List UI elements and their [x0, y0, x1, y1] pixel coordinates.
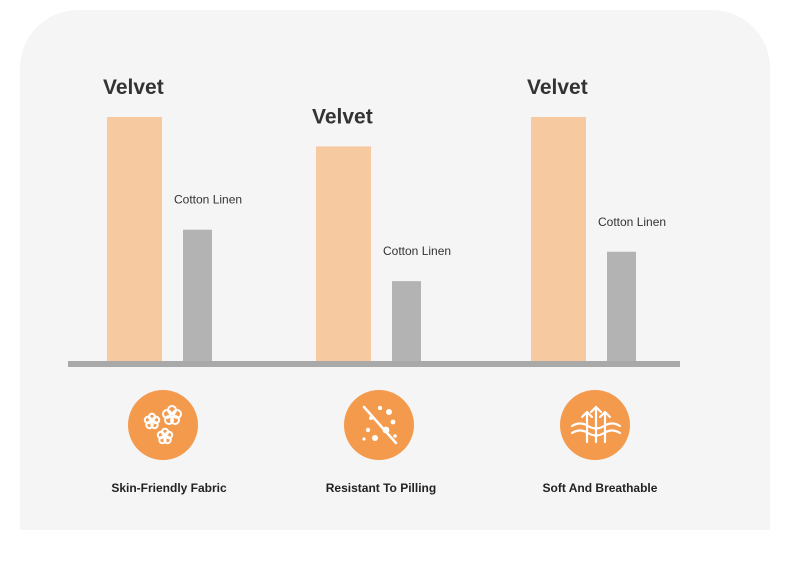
breathable-arrows-icon: [560, 390, 630, 460]
bar-cotton-linen-3: [607, 251, 636, 362]
data-label-velvet-1: Velvet: [103, 76, 164, 99]
bar-velvet-1: [107, 117, 162, 362]
feature-label-3: Soft And Breathable: [542, 481, 658, 495]
anti-pilling-icon: [344, 390, 414, 460]
bar-velvet-3: [531, 117, 586, 362]
data-label-cotton-linen-2: Cotton Linen: [383, 244, 451, 258]
data-label-cotton-linen-1: Cotton Linen: [174, 193, 242, 207]
bar-cotton-linen-2: [392, 281, 421, 362]
bar-cotton-linen-1: [183, 229, 212, 362]
feature-label-1: Skin-Friendly Fabric: [111, 481, 227, 495]
feature-label-2: Resistant To Pilling: [325, 481, 437, 495]
data-label-velvet-2: Velvet: [312, 105, 373, 128]
data-label-velvet-3: Velvet: [527, 76, 588, 99]
data-label-cotton-linen-3: Cotton Linen: [598, 215, 666, 229]
chart-baseline: [68, 361, 680, 367]
flower-icon: [128, 390, 198, 460]
bar-velvet-2: [316, 146, 371, 362]
